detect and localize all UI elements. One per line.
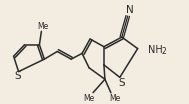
- Text: Me: Me: [109, 94, 120, 103]
- Text: S: S: [119, 78, 125, 88]
- Text: N: N: [126, 5, 134, 15]
- Text: Me: Me: [37, 22, 48, 31]
- Text: 2: 2: [162, 47, 166, 56]
- Text: S: S: [14, 71, 21, 81]
- Text: NH: NH: [148, 45, 162, 55]
- Text: Me: Me: [83, 94, 95, 103]
